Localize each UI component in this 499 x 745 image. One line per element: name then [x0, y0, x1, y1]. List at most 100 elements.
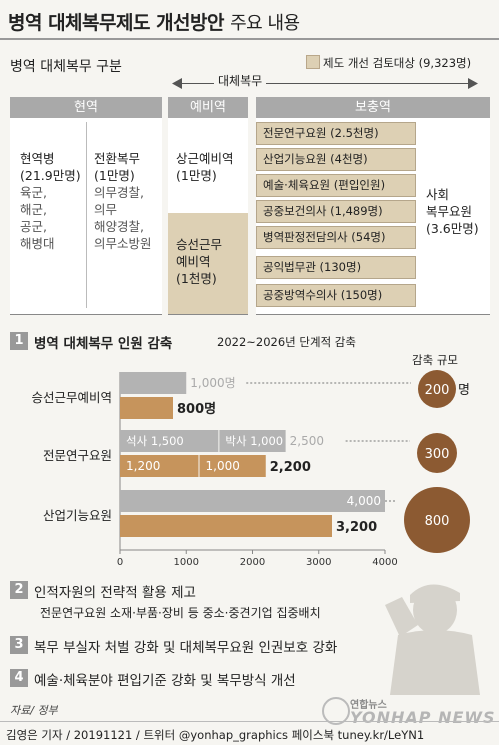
reduction-value: 800: [425, 514, 450, 529]
active-col1: 현역병 (21.9만명) 육군, 해군, 공군, 해병대: [20, 150, 81, 252]
reduction-value: 200: [425, 383, 450, 398]
supp-item: 공중보건의사 (1,489명): [256, 200, 416, 223]
section2-detail: 전문연구요원 소재·부품·장비 등 중소·중견기업 집중배치: [40, 606, 321, 620]
footer-credit: 김영은 기자 / 20191121 / 트위터 @yonhap_graphics…: [6, 728, 425, 742]
bar-gray-segment-label: 박사 1,000: [225, 434, 283, 448]
section2-number: 2: [10, 581, 28, 599]
bar-tan: [120, 515, 332, 537]
active-col2-line: (1만명): [94, 168, 135, 183]
bar-gray-segment: [219, 430, 286, 452]
reserve-bottom-line: 예비역: [176, 254, 211, 269]
reserve-bottom-line: (1천명): [176, 271, 217, 286]
reserve-top-line: (1만명): [176, 168, 217, 183]
reduction-circle: [418, 370, 456, 408]
legend-swatch: [306, 55, 320, 69]
active-col1-line: 해군,: [20, 202, 47, 217]
active-col2-line: 전환복무: [94, 151, 141, 166]
bar-tan-value: 800명: [177, 401, 216, 417]
active-col2: 전환복무 (1만명) 의무경찰, 의무 해양경찰, 의무소방원: [94, 150, 152, 252]
active-col2-line: 의무경찰,: [94, 185, 144, 200]
active-col1-line: 공군,: [20, 219, 47, 234]
reserve-bottom: 승선근무 예비역 (1천명): [176, 236, 222, 287]
bar-gray-value: 1,000명: [190, 376, 235, 390]
logo-text-ko: 연합뉴스: [350, 700, 387, 711]
arrow-right-icon: [468, 78, 478, 89]
page-title: 병역 대체복무제도 개선방안 주요 내용: [8, 8, 300, 35]
x-tick-label: 3000: [306, 557, 331, 568]
section3-number: 3: [10, 636, 28, 654]
category-label: 승선근무예비역: [31, 390, 112, 405]
active-col2-line: 의무: [94, 202, 118, 217]
active-col2-line: 의무소방원: [94, 236, 152, 251]
section4-title: 예술·체육분야 편입기준 강화 및 복무방식 개선: [34, 673, 296, 689]
reserve-top: 상근예비역 (1만명): [176, 150, 234, 184]
bar-gray-segment: [120, 430, 219, 452]
legend-label: 제도 개선 검토대상 (9,323명): [323, 56, 472, 70]
supp-item: 공중방역수의사 (150명): [256, 284, 416, 307]
reserve-top-line: 상근예비역: [176, 151, 234, 166]
substitute-arrow-line: [178, 83, 472, 84]
bar-tan-segment-label: 1,200: [126, 459, 160, 473]
reserve-top-panel: [168, 118, 248, 213]
supp-item: 전문연구요원 (2.5천명): [256, 122, 416, 145]
active-col1-line: 현역병: [20, 151, 55, 166]
x-tick-label: 2000: [240, 557, 265, 568]
supp-item: 공익법무관 (130명): [256, 256, 416, 279]
social-line: 복무요원: [426, 204, 473, 219]
chart-svg: 0 1000 2000 3000 4000 승선근무예비역 1,000명 800명 200 명전문…: [31, 370, 470, 568]
yonhap-logo-icon: [322, 697, 350, 725]
supp-item: 산업기능요원 (4천명): [256, 148, 416, 171]
bar-tan-segment: [199, 455, 266, 477]
bar-gray-value: 2,500: [290, 434, 324, 448]
bar-tan-segment-label: 1,000: [206, 459, 240, 473]
reserve-bottom-line: 승선근무: [176, 237, 223, 252]
x-tick-label: 1000: [174, 557, 199, 568]
bar-gray: [120, 372, 187, 394]
bar-gray: [120, 490, 385, 512]
arrow-left-icon: [172, 78, 182, 89]
social-line: 사회: [426, 187, 450, 202]
source-note: 자료/ 정부: [10, 704, 58, 717]
active-col1-line: (21.9만명): [20, 168, 81, 183]
category-label: 산업기능요원: [43, 508, 112, 523]
social-service: 사회 복무요원 (3.6만명): [426, 186, 479, 237]
active-col2-line: 해양경찰,: [94, 219, 144, 234]
title-sub: 주요 내용: [230, 13, 300, 34]
reserve-bottom-panel: [168, 213, 248, 315]
active-col1-line: 육군,: [20, 185, 47, 200]
reduction-value: 300: [425, 447, 450, 462]
bar-tan-value: 2,200: [270, 460, 311, 475]
bar-tan-value: 3,200: [336, 520, 377, 535]
bar-tan-segment: [120, 455, 199, 477]
section1-note: 2022~2026년 단계적 감축: [217, 335, 356, 349]
bar-gray-segment-label: 석사 1,500: [126, 434, 184, 448]
x-tick-label: 0: [117, 557, 123, 568]
section1-title: 병역 대체복무 인원 감축: [34, 336, 173, 352]
category-label: 전문연구요원: [43, 448, 112, 463]
bar-tan: [120, 397, 173, 419]
section-label: 병역 대체복무 구분: [10, 59, 122, 75]
logo-text-en: YONHAP NEWS: [350, 708, 496, 727]
reduction-circle: [417, 433, 457, 473]
reduction-circle: [404, 487, 470, 553]
soldier-salute-icon: [385, 584, 480, 695]
section2-title: 인적자원의 전략적 활용 제고: [34, 585, 196, 601]
footer-divider: [0, 721, 499, 722]
title-main: 병역 대체복무제도 개선방안: [8, 12, 225, 34]
x-tick-label: 4000: [372, 557, 397, 568]
bar-gray-value: 4,000: [347, 494, 381, 508]
title-divider: [0, 38, 499, 40]
header-active: 현역: [10, 97, 162, 118]
header-supplementary: 보충역: [256, 97, 490, 118]
active-col1-line: 해병대: [20, 236, 55, 251]
social-line: (3.6만명): [426, 221, 479, 236]
supp-item: 병역판정전담의사 (54명): [256, 226, 416, 249]
header-reserve: 예비역: [168, 97, 248, 118]
reduction-unit: 명: [458, 383, 470, 398]
supp-item: 예술·체육요원 (편입인원): [256, 174, 416, 197]
section4-number: 4: [10, 669, 28, 687]
substitute-label: 대체복무: [214, 72, 267, 89]
section1-number: 1: [10, 332, 28, 350]
section3-title: 복무 부실자 처벌 강화 및 대체복무요원 인권보호 강화: [34, 640, 338, 656]
